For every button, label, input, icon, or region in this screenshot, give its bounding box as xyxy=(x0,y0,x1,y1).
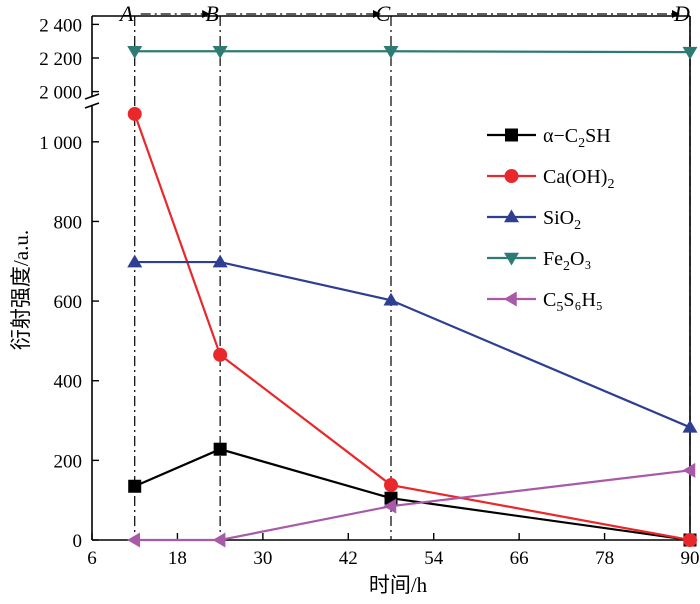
data-point xyxy=(682,462,696,478)
x-tick-label: 18 xyxy=(168,548,187,569)
data-point xyxy=(682,46,698,60)
data-point xyxy=(212,254,228,268)
data-point xyxy=(383,498,397,514)
series-line xyxy=(134,50,691,54)
data-point xyxy=(383,292,399,306)
data-point xyxy=(683,533,697,547)
y-tick-label: 200 xyxy=(54,451,83,472)
legend-entry: Ca(OH)2 xyxy=(543,166,614,192)
x-tick-label: 54 xyxy=(424,548,444,569)
data-point xyxy=(384,478,398,493)
y-tick-label: 2 000 xyxy=(39,83,82,104)
legend-entry: α−C2SH xyxy=(543,125,611,151)
data-point xyxy=(505,128,518,142)
series-line xyxy=(134,260,691,429)
series-line xyxy=(134,448,691,542)
data-point xyxy=(127,106,142,121)
stage-label: B xyxy=(205,1,218,26)
x-tick-label: 6 xyxy=(87,548,97,569)
data-point xyxy=(213,347,228,362)
series-layer xyxy=(127,46,698,548)
x-tick-label: 78 xyxy=(595,548,614,569)
legend-entry: SiO2 xyxy=(543,207,581,233)
data-point xyxy=(504,169,519,183)
x-tick-label: 66 xyxy=(510,548,529,569)
data-point xyxy=(213,442,227,456)
data-point xyxy=(128,479,142,493)
y-axis-title: 衍射强度/a.u. xyxy=(9,230,33,350)
axis-break-mark xyxy=(84,102,100,109)
stage-label: A xyxy=(118,1,134,26)
data-point xyxy=(504,252,519,266)
data-point xyxy=(127,254,143,268)
stage-guide-lines: A B C D xyxy=(118,1,691,540)
data-point xyxy=(212,532,226,548)
series-line xyxy=(133,113,691,542)
data-point xyxy=(504,209,519,223)
x-tick-label: 30 xyxy=(253,548,272,569)
legend-entry: Fe2O₃ xyxy=(543,248,591,274)
data-point xyxy=(504,291,517,307)
x-tick-label: 90 xyxy=(681,548,700,569)
data-point xyxy=(127,532,140,548)
y-tick-label: 0 xyxy=(73,531,83,552)
y-tick-label: 600 xyxy=(54,292,83,313)
stage-label: D xyxy=(673,1,690,26)
stage-label: C xyxy=(376,1,391,26)
y-tick-label: 2 400 xyxy=(39,15,82,36)
y-tick-label: 400 xyxy=(54,372,83,393)
legend-entry: C5S₆H₅ xyxy=(543,289,603,315)
legend: α−C2SH Ca(OH)2 SiO2 Fe2O₃ C5S₆H₅ xyxy=(487,125,614,315)
x-tick-label: 42 xyxy=(339,548,358,569)
y-tick-label: 2 200 xyxy=(39,49,82,70)
data-point xyxy=(383,46,399,59)
x-axis-title: 时间/h xyxy=(369,573,428,597)
data-point xyxy=(127,46,143,59)
data-point xyxy=(682,419,698,433)
data-point xyxy=(212,46,228,59)
y-tick-label: 1 000 xyxy=(39,133,82,154)
y-tick-label: 800 xyxy=(54,212,83,233)
series-line xyxy=(134,469,691,542)
axis-break-mark xyxy=(84,93,100,100)
axes: 6 18 30 42 54 66 78 90 0 200 400 600 800 1 000 2 000 2 … xyxy=(39,15,700,569)
